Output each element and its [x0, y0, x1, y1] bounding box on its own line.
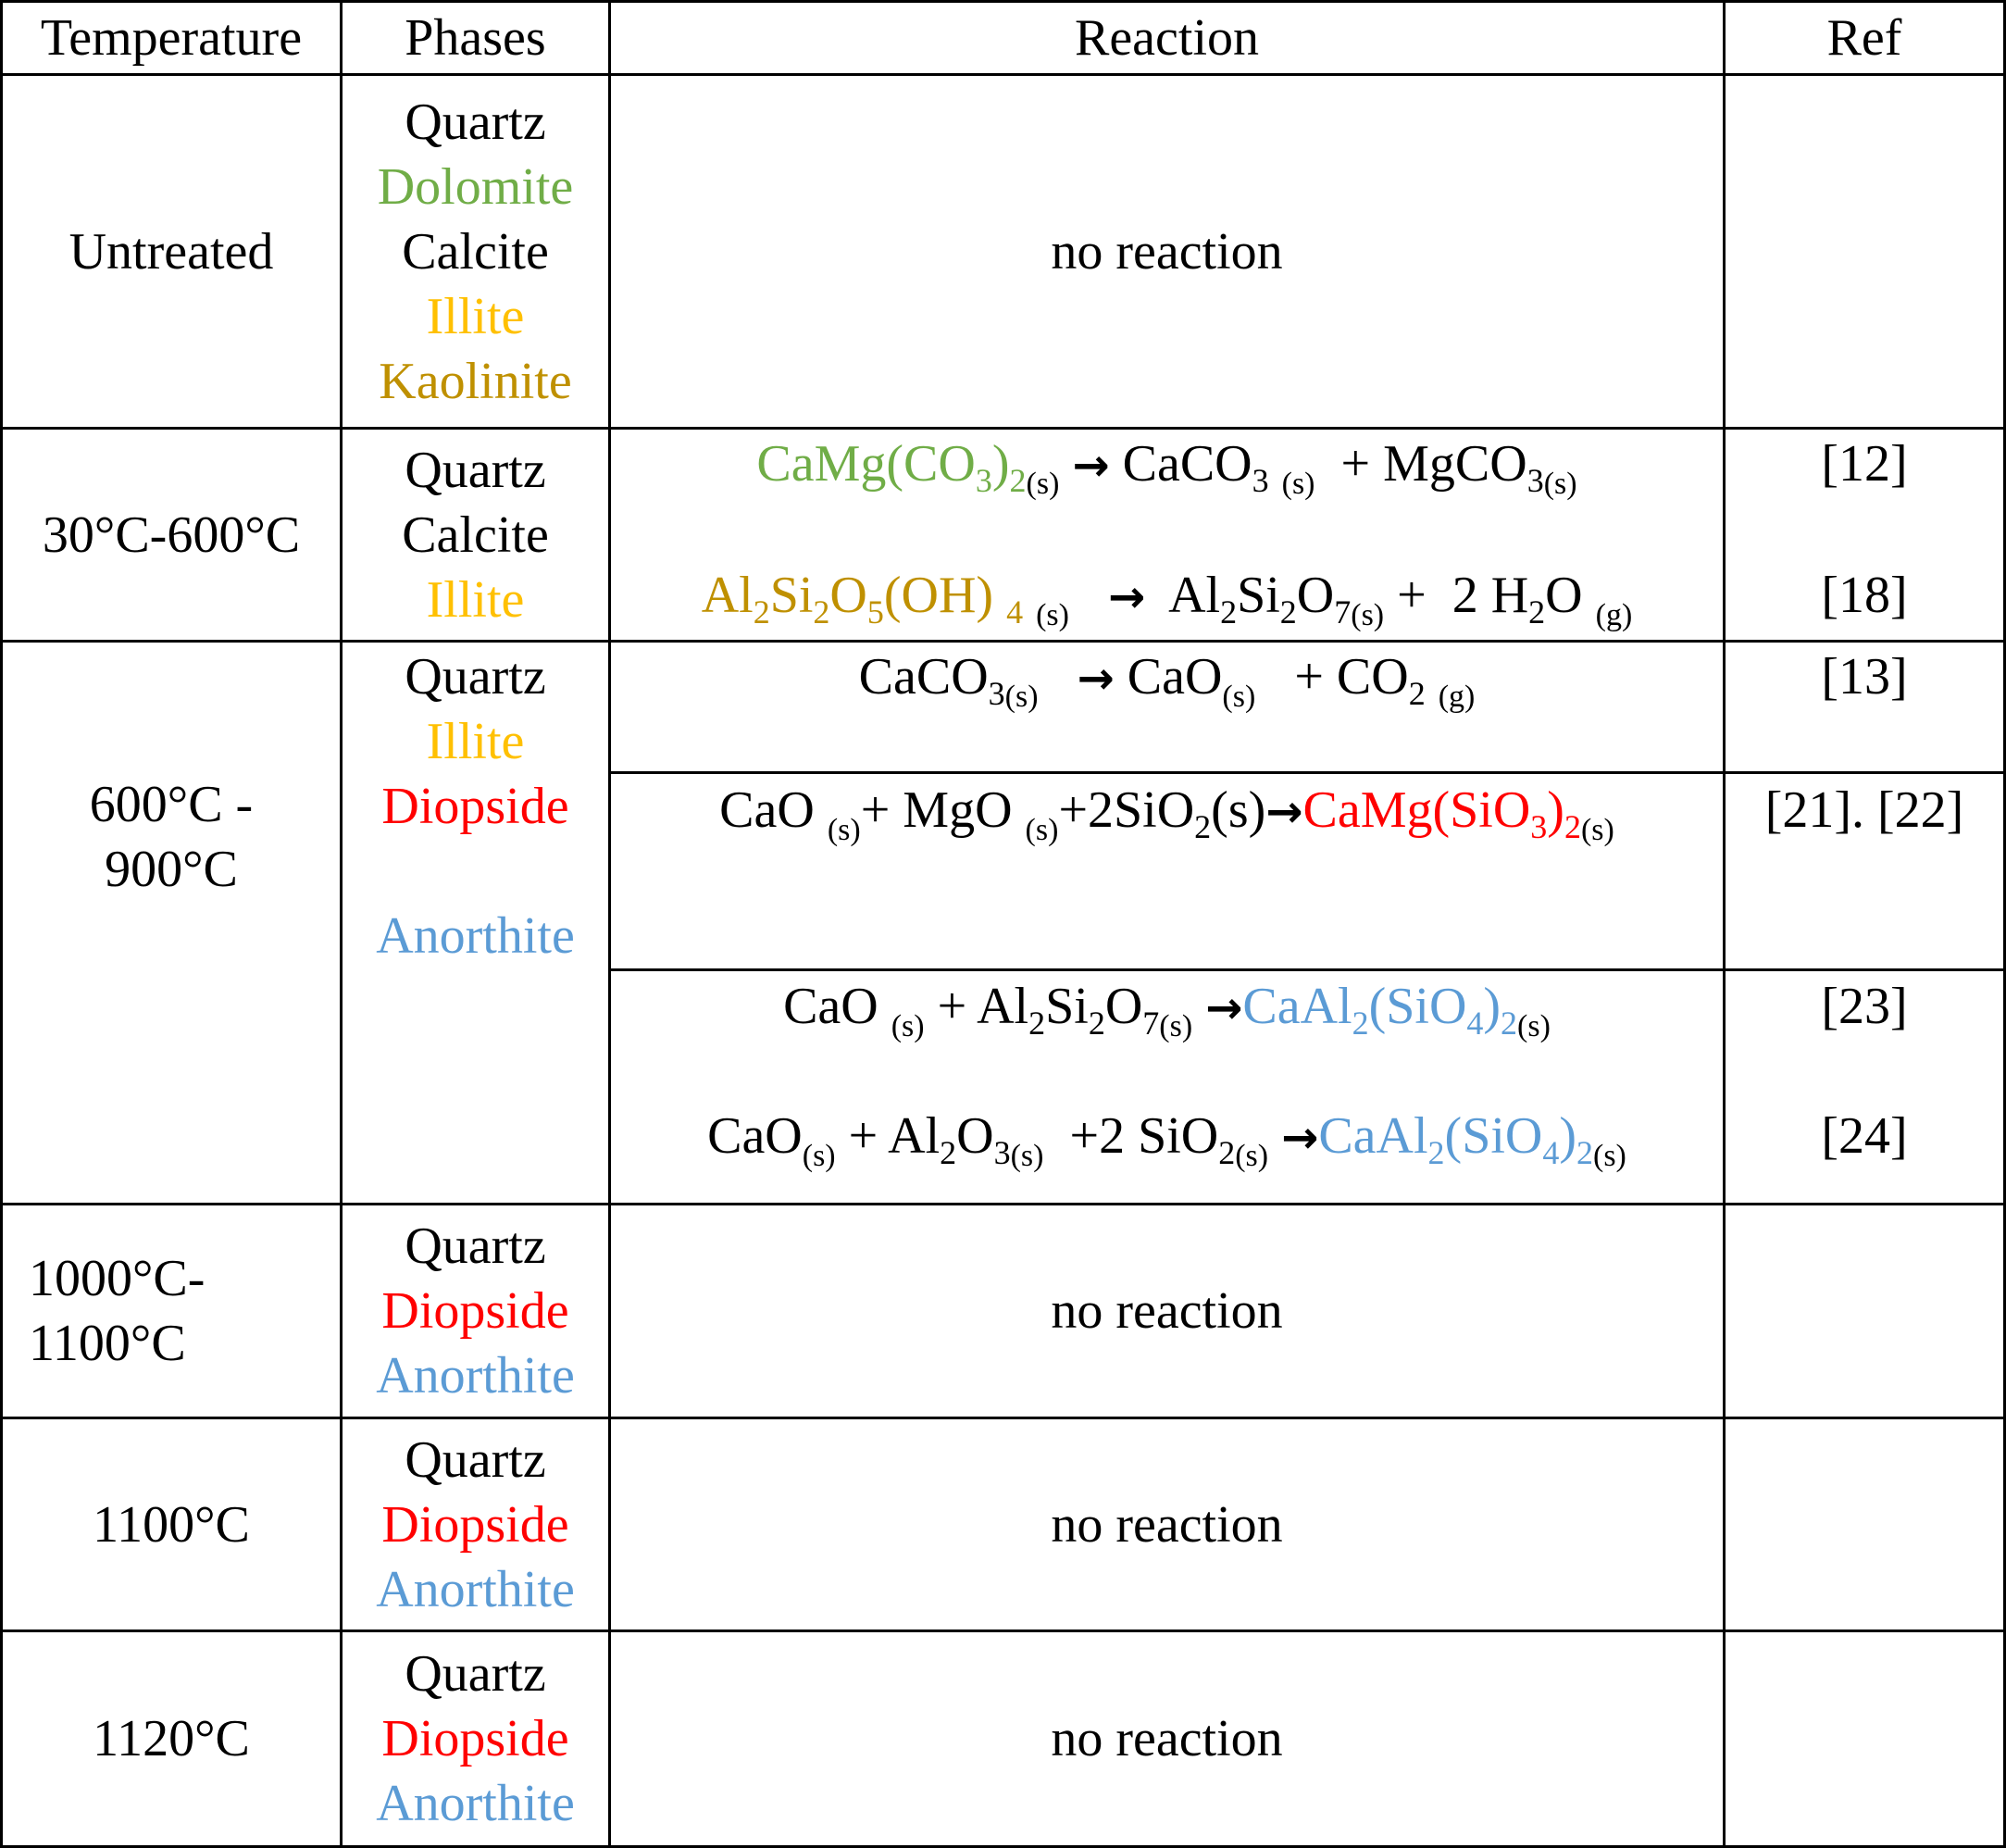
reaction-equation: CaO (s)+ MgO (s)+2SiO2(s)→CaMg(SiO3)2(s) [719, 781, 1614, 847]
reaction-equation: CaO (s) + Al2Si2O7(s) →CaAl2(SiO4)2(s) [783, 978, 1551, 1043]
no-reaction-label: no reaction [1051, 1710, 1283, 1767]
phase-illite: Illite [426, 713, 525, 770]
temperature-label: Untreated [69, 222, 274, 281]
phase-dolomite: Dolomite [377, 157, 574, 216]
phase-illite: Illite [426, 287, 525, 345]
phase-quartz: Quartz [405, 93, 546, 151]
phase-quartz: Quartz [405, 648, 546, 705]
row-divider [0, 640, 2006, 643]
phases-cell: Quartz Diopside Anorthite [343, 1205, 608, 1417]
temperature-cell: 1000°C- 1100°C [3, 1205, 340, 1417]
phases-cell: Quartz Calcite Illite [343, 430, 608, 640]
row-divider [0, 73, 2006, 76]
phases-cell: Quartz Diopside Anorthite [343, 1419, 608, 1629]
table-border-right [2003, 0, 2006, 1848]
reference-label: [23] [1821, 978, 1908, 1035]
header-temperature: Temperature [3, 3, 340, 73]
table-border-top [0, 0, 2006, 3]
reaction-cell: no reaction [611, 1205, 1723, 1417]
phases-cell: Quartz Diopside Anorthite [343, 1632, 608, 1845]
temperature-label: 1100°C [29, 1315, 186, 1372]
header-phases: Phases [343, 3, 608, 73]
row-divider [608, 771, 2006, 774]
phase-diopside: Diopside [381, 778, 569, 835]
reaction-equation: CaMg(CO3)2(s) → CaCO3 (s) + MgCO3(s) [756, 435, 1577, 501]
header-reaction: Reaction [611, 3, 1723, 73]
phase-quartz: Quartz [405, 441, 546, 499]
phase-anorthite: Anorthite [376, 1775, 575, 1832]
no-reaction-label: no reaction [1051, 1495, 1283, 1554]
reference-label: [13] [1821, 648, 1908, 705]
header-ref-label: Ref [1826, 9, 1902, 67]
phase-calcite: Calcite [402, 506, 549, 564]
row-divider [0, 427, 2006, 430]
phase-illite: Illite [426, 570, 525, 629]
temperature-label: 1100°C [93, 1495, 250, 1554]
phase-quartz: Quartz [405, 1645, 546, 1703]
phase-quartz: Quartz [405, 1217, 546, 1275]
no-reaction-label: no reaction [1051, 1282, 1283, 1340]
phases-cell: Quartz Illite Diopside Anorthite [343, 644, 608, 1203]
temperature-cell: Untreated [3, 76, 340, 427]
phase-quartz: Quartz [405, 1430, 546, 1489]
header-ref: Ref [1726, 3, 2003, 73]
row-divider [0, 1203, 2006, 1205]
column-divider [608, 0, 611, 1848]
row-divider [608, 968, 2006, 971]
phase-anorthite: Anorthite [376, 1560, 575, 1618]
temperature-label: 1000°C- [29, 1250, 206, 1307]
column-divider [1723, 0, 1726, 1848]
header-temperature-label: Temperature [40, 9, 303, 67]
reaction-cell: no reaction [611, 1419, 1723, 1629]
temperature-cell: 1100°C [3, 1419, 340, 1629]
temperature-label: 900°C [105, 841, 238, 898]
reaction-cell: no reaction [611, 1632, 1723, 1845]
row-divider [0, 1629, 2006, 1632]
temperature-label: 30°C-600°C [42, 506, 301, 564]
phases-cell: Quartz Dolomite Calcite Illite Kaolinite [343, 76, 608, 427]
reference-label: [24] [1821, 1107, 1908, 1165]
phase-diopside: Diopside [381, 1495, 569, 1554]
reference-label: [12] [1821, 435, 1908, 493]
temperature-cell: 1120°C [3, 1632, 340, 1845]
phase-anorthite: Anorthite [376, 907, 575, 965]
temperature-label: 600°C - [89, 776, 254, 833]
phase-diopside: Diopside [381, 1710, 569, 1767]
reference-label: [21]. [22] [1764, 781, 1964, 839]
temperature-cell: 600°C - 900°C [3, 643, 340, 1203]
reaction-cell: no reaction [611, 76, 1723, 427]
phase-kaolinite: Kaolinite [379, 352, 572, 410]
no-reaction-label: no reaction [1051, 222, 1283, 281]
reference-label: [18] [1821, 567, 1908, 624]
reaction-equation: CaO(s) + Al2O3(s) +2 SiO2(s) →CaAl2(SiO4… [707, 1107, 1626, 1173]
header-phases-label: Phases [405, 9, 546, 67]
phase-calcite: Calcite [402, 222, 549, 281]
reaction-equation: CaCO3(s) → CaO(s) + CO2 (g) [858, 648, 1476, 714]
column-divider [340, 0, 343, 1848]
table-border-bottom [0, 1845, 2006, 1848]
header-reaction-label: Reaction [1074, 9, 1260, 67]
table-border-left [0, 0, 3, 1848]
reaction-equation: Al2Si2O5(OH) 4 (s) → Al2Si2O7(s) + 2 H2O… [701, 567, 1633, 632]
temperature-cell: 30°C-600°C [3, 430, 340, 640]
row-divider [0, 1417, 2006, 1419]
phase-anorthite: Anorthite [376, 1347, 575, 1405]
temperature-label: 1120°C [93, 1710, 250, 1767]
phase-diopside: Diopside [381, 1282, 569, 1340]
